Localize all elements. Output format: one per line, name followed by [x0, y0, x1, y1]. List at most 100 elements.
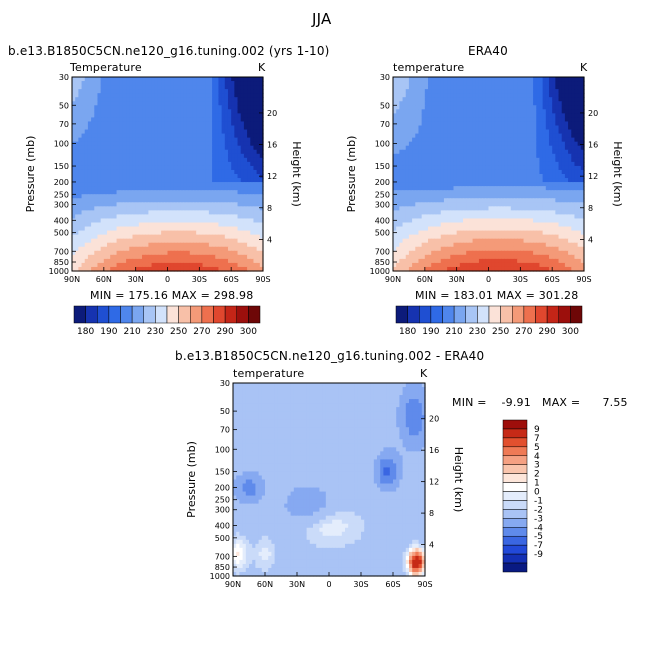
heatmap-cell — [494, 198, 499, 203]
heatmap-cell — [469, 89, 474, 94]
heatmap-cell — [173, 182, 178, 187]
heatmap-cell — [113, 250, 118, 256]
heatmap-cell — [186, 262, 191, 268]
heatmap-cell — [87, 137, 92, 143]
heatmap-cell — [440, 101, 445, 106]
heatmap-cell — [81, 125, 86, 131]
heatmap-cell — [478, 157, 483, 163]
heatmap-cell — [81, 165, 86, 171]
heatmap-cell — [234, 186, 239, 191]
heatmap-cell — [177, 125, 181, 131]
heatmap-cell — [577, 125, 582, 131]
heatmap-cell — [81, 210, 86, 216]
heatmap-cell — [84, 169, 89, 175]
heatmap-cell — [421, 97, 426, 102]
heatmap-cell — [405, 89, 410, 94]
heatmap-cell — [408, 105, 413, 110]
heatmap-cell — [81, 93, 86, 98]
heatmap-cell — [212, 89, 216, 94]
heatmap-cell — [170, 218, 175, 224]
heatmap-cell — [126, 129, 130, 135]
heatmap-cell — [100, 186, 105, 191]
heatmap-cell — [428, 113, 432, 119]
heatmap-cell — [94, 210, 99, 216]
heatmap-cell — [259, 129, 264, 135]
heatmap-cell — [231, 149, 235, 155]
heatmap-cell — [116, 242, 121, 248]
heatmap-cell — [87, 202, 92, 207]
heatmap-cell — [424, 157, 429, 163]
heatmap-cell — [119, 214, 124, 220]
heatmap-cell — [157, 141, 162, 147]
heatmap-cell — [154, 145, 159, 151]
heatmap-cell — [227, 190, 232, 195]
heatmap-cell — [250, 186, 255, 191]
heatmap-cell — [119, 113, 124, 119]
heatmap-cell — [542, 206, 547, 211]
heatmap-cell — [224, 218, 229, 224]
heatmap-cell — [170, 206, 175, 211]
heatmap-cell — [122, 206, 127, 211]
heatmap-cell — [250, 117, 255, 123]
heatmap-cell — [482, 210, 486, 216]
heatmap-cell — [456, 109, 461, 114]
heatmap-cell — [247, 218, 251, 224]
heatmap-cell — [498, 190, 502, 195]
heatmap-cell — [526, 85, 531, 90]
heatmap-cell — [97, 113, 102, 119]
heatmap-cell — [440, 198, 445, 203]
heatmap-cell — [247, 145, 251, 151]
heatmap-cell — [78, 125, 83, 131]
heatmap-cell — [180, 262, 185, 268]
heatmap-cell — [180, 190, 185, 195]
heatmap-cell — [485, 129, 490, 135]
heatmap-cell — [405, 210, 410, 216]
heatmap-cell — [221, 206, 226, 211]
heatmap-cell — [463, 182, 467, 187]
heatmap-cell — [396, 121, 400, 127]
heatmap-cell — [564, 113, 569, 119]
heatmap-cell — [415, 190, 420, 195]
heatmap-cell — [533, 198, 537, 203]
heatmap-cell — [259, 133, 264, 139]
heatmap-cell — [196, 117, 200, 123]
heatmap-cell — [475, 89, 480, 94]
heatmap-cell — [183, 250, 188, 256]
heatmap-cell — [237, 77, 242, 82]
heatmap-cell — [250, 262, 255, 268]
heatmap-cell — [548, 133, 553, 139]
heatmap-cell — [205, 254, 210, 260]
heatmap-cell — [126, 121, 130, 127]
heatmap-cell — [259, 254, 264, 260]
heatmap-cell — [202, 214, 207, 220]
heatmap-cell — [552, 109, 556, 114]
heatmap-cell — [259, 89, 264, 94]
heatmap-cell — [501, 89, 506, 94]
heatmap-cell — [221, 101, 226, 106]
heatmap-cell — [183, 169, 188, 175]
heatmap-cell — [189, 194, 194, 199]
heatmap-cell — [215, 109, 220, 114]
heatmap-cell — [145, 93, 149, 98]
heatmap-cell — [475, 182, 480, 187]
heatmap-cell — [517, 153, 521, 159]
heatmap-cell — [447, 186, 451, 191]
heatmap-cell — [126, 238, 130, 244]
heatmap-cell — [577, 198, 582, 203]
heatmap-cell — [507, 133, 512, 139]
heatmap-cell — [161, 218, 165, 224]
heatmap-cell — [142, 234, 146, 240]
heatmap-cell — [81, 77, 86, 82]
heatmap-cell — [424, 133, 429, 139]
heatmap-cell — [110, 81, 114, 86]
heatmap-cell — [164, 121, 169, 127]
heatmap-cell — [405, 129, 410, 135]
heatmap-cell — [138, 93, 143, 98]
heatmap-cell — [498, 113, 502, 119]
heatmap-cell — [469, 174, 474, 179]
heatmap-cell — [571, 97, 576, 102]
heatmap-cell — [189, 169, 194, 175]
heatmap-cell — [234, 210, 239, 216]
heatmap-cell — [539, 161, 544, 167]
heatmap-cell — [539, 77, 544, 82]
